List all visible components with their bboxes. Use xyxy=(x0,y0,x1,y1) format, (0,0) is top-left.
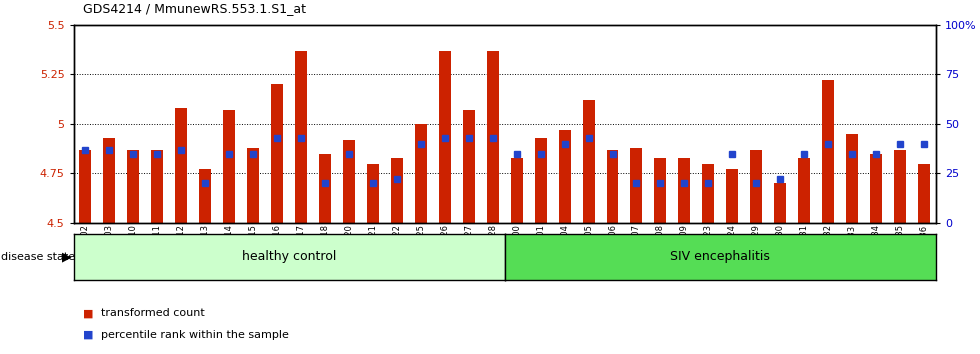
Bar xyxy=(367,164,379,223)
Text: GDS4214 / MmunewRS.553.1.S1_at: GDS4214 / MmunewRS.553.1.S1_at xyxy=(83,2,307,15)
Bar xyxy=(559,130,570,223)
Bar xyxy=(439,51,451,223)
Text: SIV encephalitis: SIV encephalitis xyxy=(670,250,770,263)
Bar xyxy=(487,51,499,223)
Text: ■: ■ xyxy=(83,308,94,318)
Bar xyxy=(415,124,427,223)
Bar xyxy=(751,150,762,223)
Bar xyxy=(127,150,139,223)
Bar xyxy=(199,170,212,223)
Bar xyxy=(343,140,355,223)
Bar xyxy=(846,134,858,223)
Bar xyxy=(223,110,235,223)
Text: percentile rank within the sample: percentile rank within the sample xyxy=(101,330,289,339)
Bar xyxy=(655,158,666,223)
Bar xyxy=(678,158,690,223)
Text: ■: ■ xyxy=(83,330,94,339)
Bar xyxy=(726,170,738,223)
Bar xyxy=(463,110,474,223)
Bar xyxy=(798,158,810,223)
Bar xyxy=(894,150,906,223)
Text: healthy control: healthy control xyxy=(242,250,336,263)
Text: ▶: ▶ xyxy=(62,250,72,263)
Text: disease state: disease state xyxy=(1,252,75,262)
Bar xyxy=(271,84,283,223)
Bar xyxy=(391,158,403,223)
Bar xyxy=(535,138,547,223)
Bar xyxy=(582,100,595,223)
Bar xyxy=(319,154,331,223)
Bar xyxy=(774,183,786,223)
Bar xyxy=(175,108,187,223)
Bar xyxy=(822,80,834,223)
Bar xyxy=(630,148,643,223)
Bar xyxy=(247,148,259,223)
Bar xyxy=(918,164,930,223)
Bar xyxy=(703,164,714,223)
Text: transformed count: transformed count xyxy=(101,308,205,318)
Bar xyxy=(511,158,522,223)
Bar xyxy=(151,150,164,223)
Bar xyxy=(607,150,618,223)
Bar xyxy=(79,150,91,223)
Bar xyxy=(870,154,882,223)
Bar xyxy=(104,138,116,223)
Bar xyxy=(295,51,307,223)
